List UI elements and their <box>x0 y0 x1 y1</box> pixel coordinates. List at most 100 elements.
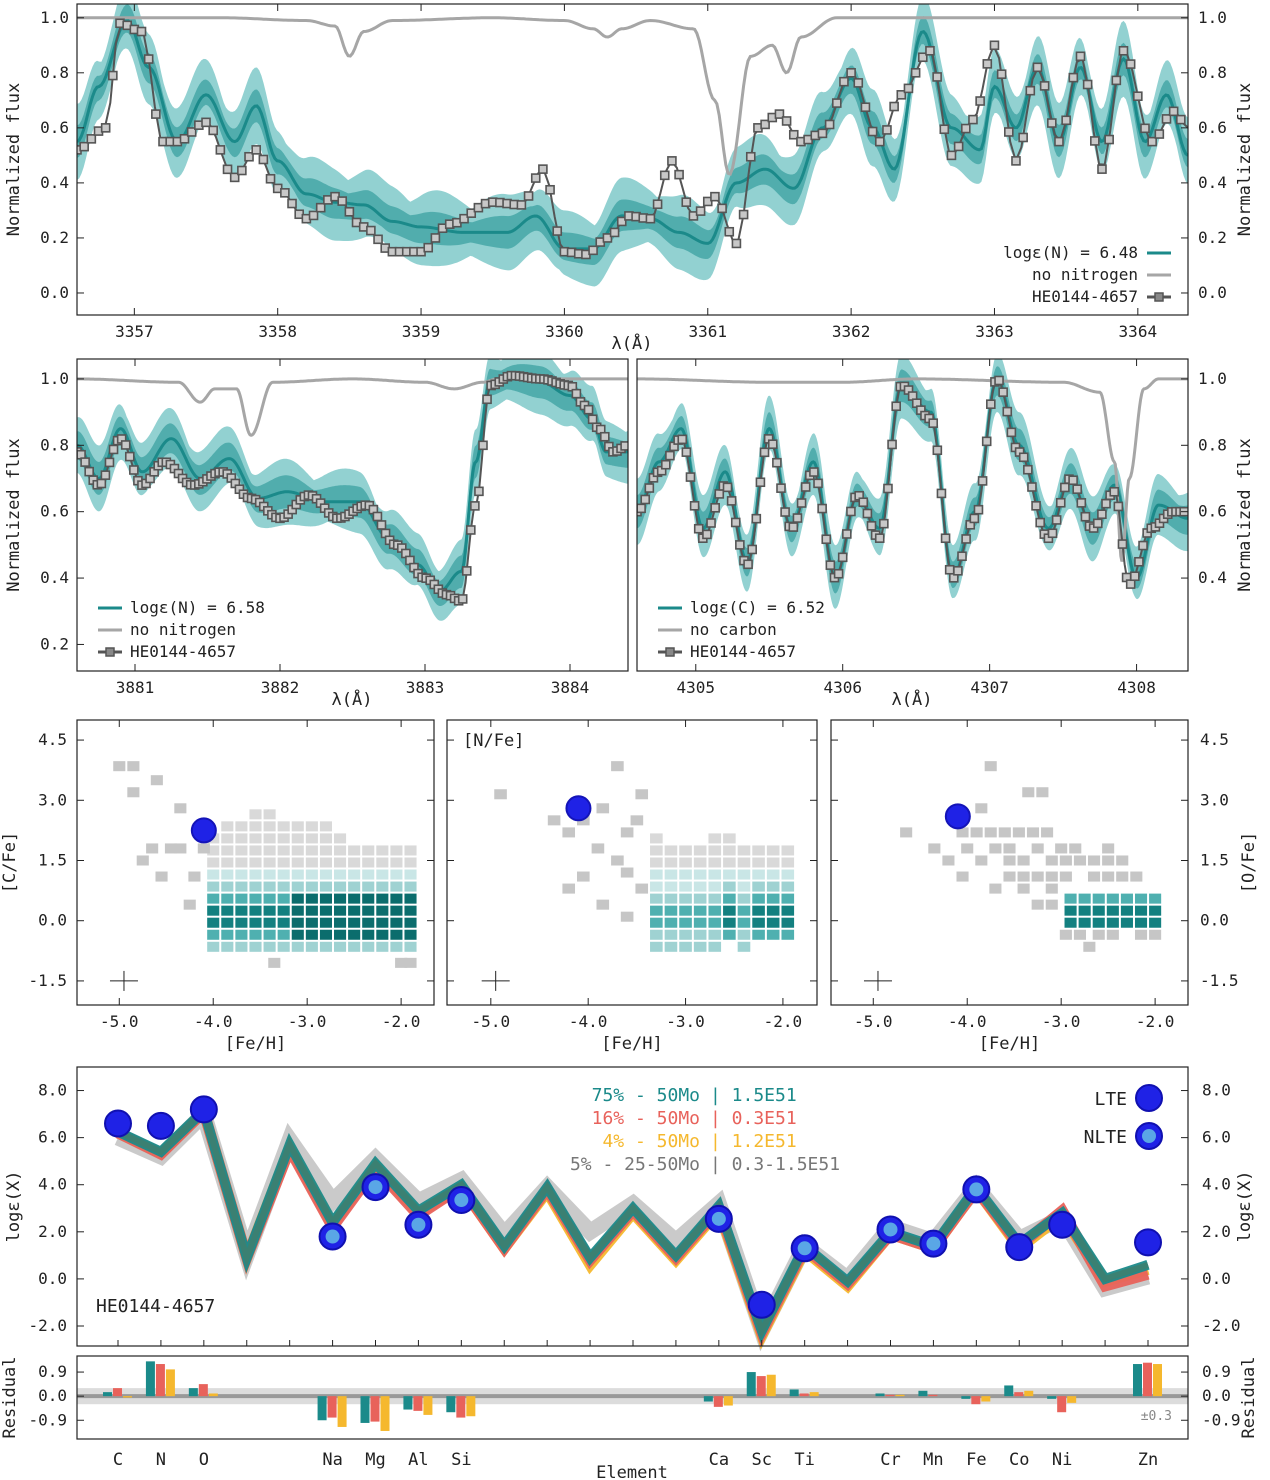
density-cell-sparse <box>547 815 561 826</box>
density-cell <box>376 917 389 928</box>
density-cell <box>737 881 751 892</box>
density-cell-sparse <box>155 871 168 882</box>
observed-point <box>659 170 670 181</box>
y-tick-label: 0.0 <box>38 1269 67 1288</box>
observed-point <box>222 164 233 175</box>
observed-point <box>251 145 261 155</box>
observed-point <box>702 529 712 540</box>
star-abundance-lte <box>747 1290 776 1319</box>
observed-point <box>86 134 97 144</box>
density-cell-sparse <box>136 855 149 866</box>
observed-point <box>940 533 951 544</box>
density-cell <box>249 821 262 832</box>
observed-point <box>681 447 692 457</box>
y-tick-label: -0.9 <box>28 1410 67 1429</box>
density-cell <box>319 857 333 868</box>
density-cell <box>362 917 375 928</box>
density-cell <box>291 929 304 940</box>
observed-point <box>688 211 699 221</box>
density-cell <box>781 869 795 880</box>
observed-point <box>710 191 720 202</box>
observed-point <box>474 486 484 497</box>
observed-point <box>1118 45 1129 56</box>
model-legend-fraction: 16% - 50Mo <box>592 1108 700 1129</box>
density-cell <box>390 893 403 904</box>
observed-point <box>459 213 469 224</box>
density-cell <box>319 917 333 928</box>
density-cell <box>334 929 347 940</box>
observed-point <box>315 202 326 213</box>
observed-point <box>1080 511 1091 522</box>
density-cell-sparse <box>188 871 201 882</box>
density-cell-sparse <box>1012 827 1025 838</box>
density-cell <box>1078 905 1091 916</box>
density-cell <box>404 893 417 904</box>
residual-bar-red <box>113 1388 122 1397</box>
observed-point <box>1068 72 1079 83</box>
observed-point <box>1092 518 1103 529</box>
residual-bar-teal <box>918 1390 928 1397</box>
model-band-inner <box>77 4 1188 266</box>
density-cell <box>235 941 248 952</box>
density-cell-sparse <box>562 883 576 894</box>
residual-bar-teal <box>145 1361 155 1397</box>
density-cell <box>376 869 389 880</box>
axes-frame <box>830 719 1189 1006</box>
density-cell-sparse <box>1003 871 1016 882</box>
density-cell <box>263 809 276 820</box>
x-tick-label: -2.0 <box>382 1012 421 1031</box>
observed-point <box>689 501 700 511</box>
y-tick-label: 0.6 <box>40 502 69 521</box>
x-tick-label: 4305 <box>677 678 716 697</box>
density-cell-sparse <box>596 899 610 910</box>
density-cell-sparse <box>989 883 1002 894</box>
residual-bar-yellow <box>723 1396 733 1406</box>
density-cell <box>362 881 375 892</box>
density-cell <box>362 905 375 916</box>
observed-point <box>665 450 675 461</box>
density-cell-sparse <box>1102 843 1115 854</box>
density-cell <box>1106 917 1119 928</box>
density-cell <box>679 917 692 928</box>
star-abundance-nlte-core <box>368 1180 383 1195</box>
density-cell-sparse <box>395 957 408 968</box>
density-cell <box>1134 893 1148 904</box>
density-cell <box>1134 905 1148 916</box>
density-cell <box>277 869 290 880</box>
model-band-outer <box>637 359 1188 609</box>
density-cell <box>376 941 389 952</box>
density-cell <box>348 893 361 904</box>
density-cell <box>376 881 389 892</box>
density-cell <box>334 857 347 868</box>
density-cell <box>263 857 276 868</box>
density-cell <box>362 845 375 856</box>
density-cell-sparse <box>1069 843 1082 854</box>
density-cell <box>277 881 290 892</box>
observed-point <box>1161 114 1172 124</box>
residual-bar-teal <box>1004 1385 1014 1397</box>
density-cell <box>404 845 417 856</box>
observed-point <box>882 125 892 135</box>
observed-point <box>846 68 856 78</box>
density-cell <box>235 929 248 940</box>
density-cell <box>737 929 751 940</box>
x-tick-label: -3.0 <box>288 1012 327 1031</box>
density-cell-sparse <box>404 957 417 968</box>
observed-point <box>825 560 836 570</box>
star-abundance-nlte-core <box>454 1193 469 1208</box>
observed-point <box>910 68 921 78</box>
density-cell <box>723 869 736 880</box>
observed-point <box>706 518 716 528</box>
y-tick-label: 1.5 <box>1200 850 1229 869</box>
density-cell <box>766 845 780 856</box>
x-tick-label: -5.0 <box>854 1012 893 1031</box>
density-cell <box>693 857 707 868</box>
density-cell <box>277 845 290 856</box>
observed-point <box>867 126 878 137</box>
density-cell <box>319 869 333 880</box>
density-cell <box>334 833 347 844</box>
density-cell <box>664 941 678 952</box>
observed-point <box>896 90 907 100</box>
density-cell-sparse <box>1092 929 1105 940</box>
